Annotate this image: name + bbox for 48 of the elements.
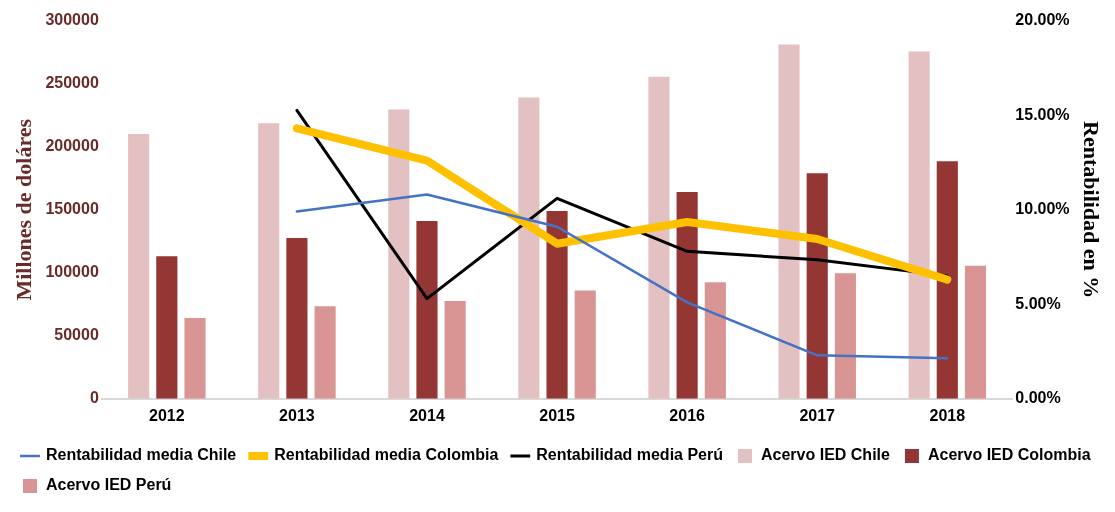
bar <box>518 97 540 399</box>
y2-tick-label: 10.00% <box>1015 200 1070 218</box>
y-tick-label: 150000 <box>45 200 99 218</box>
y-axis-title: Millones de doláres <box>10 118 36 301</box>
legend-label: Rentabilidad media Perú <box>536 446 724 464</box>
bar <box>908 51 930 399</box>
y-tick-label: 100000 <box>45 263 99 281</box>
bar <box>806 173 828 399</box>
y-tick-label: 50000 <box>54 326 99 344</box>
x-tick-label: 2015 <box>539 406 575 424</box>
y2-axis-title: Rentabilidad en % <box>1079 121 1105 299</box>
x-tick-label: 2017 <box>799 406 836 424</box>
y2-tick-label: 20.00% <box>1015 11 1070 29</box>
y-tick-label: 250000 <box>45 74 99 92</box>
y2-tick-label: 15.00% <box>1015 105 1070 123</box>
x-tick-label: 2013 <box>279 406 315 424</box>
x-tick-label: 2012 <box>149 406 185 424</box>
y-tick-label: 200000 <box>45 137 99 155</box>
x-tick-label: 2016 <box>669 406 706 424</box>
bar <box>778 44 800 399</box>
bar <box>314 306 336 399</box>
y2-tick-label: 0.00% <box>1015 389 1061 407</box>
legend-label: Rentabilidad media Chile <box>46 446 237 464</box>
bar <box>834 273 856 399</box>
bar <box>546 210 568 399</box>
bar <box>444 301 466 399</box>
legend-label: Rentabilidad media Colombia <box>274 446 499 464</box>
y-tick-label: 300000 <box>45 11 99 29</box>
bar <box>184 318 206 399</box>
bar <box>286 238 308 399</box>
bar <box>258 123 280 399</box>
bar <box>648 76 670 399</box>
bar <box>964 265 987 399</box>
bar <box>704 282 726 399</box>
bar <box>388 109 410 399</box>
x-tick-label: 2018 <box>929 406 966 424</box>
bar <box>936 161 958 399</box>
bar <box>416 221 438 399</box>
bar <box>574 290 596 399</box>
bar <box>128 134 150 399</box>
legend-label: Acervo IED Perú <box>46 476 172 494</box>
y-tick-label: 0 <box>89 389 99 407</box>
bar <box>676 192 698 399</box>
x-tick-label: 2014 <box>409 406 445 424</box>
y2-tick-label: 5.00% <box>1015 294 1061 312</box>
bar <box>156 256 178 399</box>
legend-label: Acervo IED Colombia <box>927 446 1091 464</box>
legend-label: Acervo IED Chile <box>761 446 891 464</box>
